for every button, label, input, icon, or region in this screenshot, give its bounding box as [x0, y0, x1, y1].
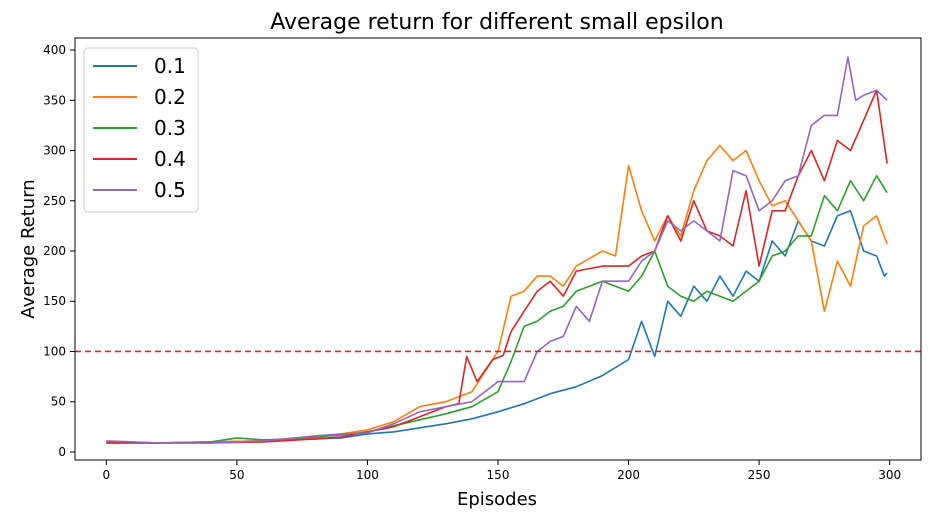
plot-area [75, 56, 921, 444]
x-axis-title: Episodes [457, 489, 537, 510]
x-tick-label: 50 [229, 468, 244, 482]
legend-label: 0.5 [154, 178, 186, 202]
series-line-5 [106, 56, 888, 444]
y-tick-label: 350 [43, 93, 66, 107]
x-tick-label: 250 [748, 468, 771, 482]
x-axis: 0 50 100 150 200 250 300 [103, 460, 901, 482]
series-line-3 [106, 174, 888, 444]
y-tick-label: 200 [43, 244, 66, 258]
x-tick-label: 0 [103, 468, 111, 482]
series-line-2 [106, 144, 888, 444]
x-tick-label: 300 [878, 468, 901, 482]
legend: 0.1 0.2 0.3 0.4 0.5 [83, 47, 199, 213]
legend-box [83, 47, 199, 213]
y-tick-label: 50 [51, 395, 66, 409]
y-tick-label: 300 [43, 144, 66, 158]
y-axis-title: Average Return [18, 179, 39, 318]
y-tick-label: 100 [43, 344, 66, 358]
legend-label: 0.1 [154, 54, 186, 78]
legend-label: 0.3 [154, 116, 186, 140]
legend-label: 0.4 [154, 147, 186, 171]
y-tick-label: 400 [43, 43, 66, 57]
legend-label: 0.2 [154, 85, 186, 109]
x-tick-label: 150 [487, 468, 510, 482]
y-tick-label: 0 [58, 445, 66, 459]
chart-title: Average return for different small epsil… [270, 10, 723, 35]
y-axis: 0 50 100 150 200 250 300 350 400 [43, 43, 75, 459]
series-line-1 [106, 210, 888, 444]
y-tick-label: 150 [43, 294, 66, 308]
y-tick-label: 250 [43, 194, 66, 208]
x-tick-label: 200 [617, 468, 640, 482]
x-tick-label: 100 [356, 468, 379, 482]
